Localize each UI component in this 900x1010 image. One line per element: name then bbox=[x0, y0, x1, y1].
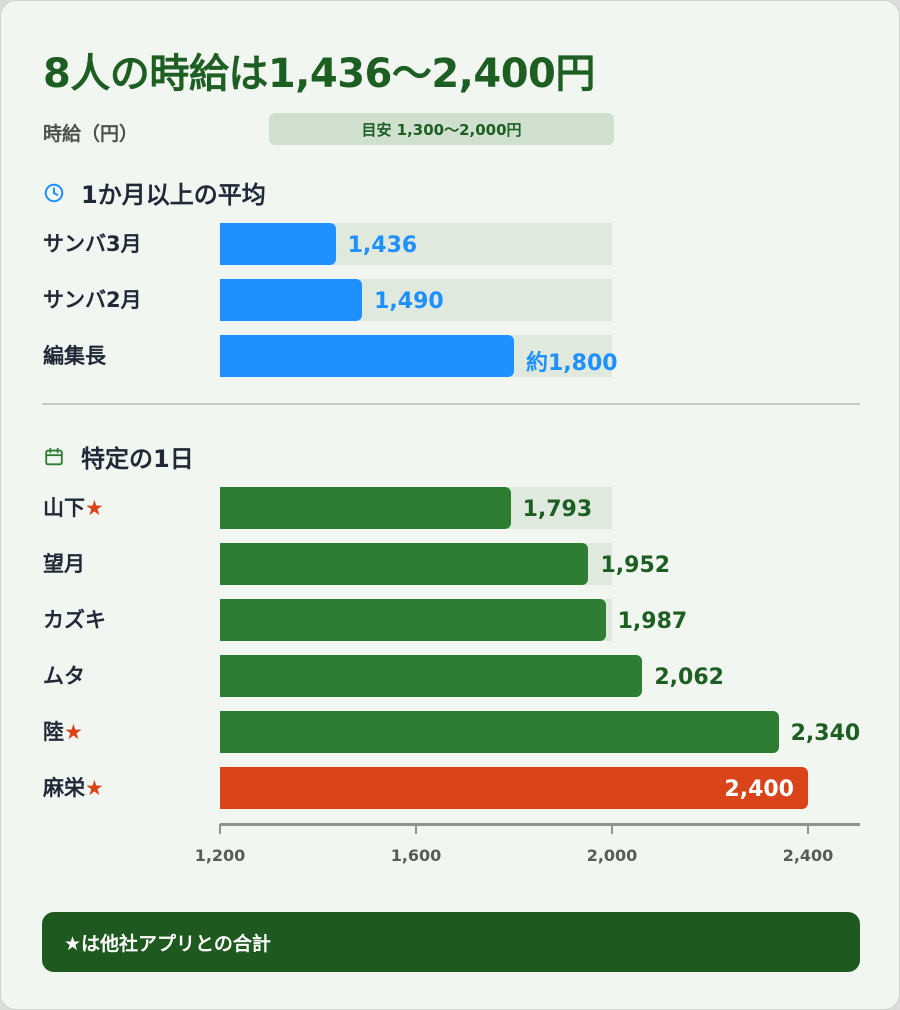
bar-label: サンバ3月 bbox=[43, 223, 142, 265]
bar-label-text: 麻栄 bbox=[43, 776, 85, 800]
axis-tick bbox=[219, 824, 221, 834]
bar bbox=[220, 711, 779, 753]
chart-title: 8人の時給は1,436〜2,400円 bbox=[43, 51, 595, 97]
bar-value-label: 1,793 bbox=[522, 497, 593, 522]
bar-label-text: 山下 bbox=[43, 496, 85, 520]
calendar-icon bbox=[45, 447, 63, 465]
bar-label: 麻栄★ bbox=[43, 767, 104, 809]
axis-tick bbox=[611, 824, 613, 834]
bar-label: カズキ bbox=[43, 599, 106, 641]
axis-tick bbox=[807, 824, 809, 834]
guide-range-label: 目安 1,300〜2,000円 bbox=[269, 113, 614, 145]
bar-value-label: 2,400 bbox=[724, 777, 794, 802]
bar bbox=[220, 335, 514, 377]
bar-value-label: 2,340 bbox=[790, 721, 861, 746]
bar-label-text: 望月 bbox=[43, 552, 85, 576]
bar-label: サンバ2月 bbox=[43, 279, 142, 321]
bar-label-text: サンバ2月 bbox=[43, 288, 142, 312]
bar-label: 陸★ bbox=[43, 711, 83, 753]
bar-label: 望月 bbox=[43, 543, 85, 585]
bar-label: 山下★ bbox=[43, 487, 104, 529]
axis-line bbox=[220, 823, 860, 826]
section-divider bbox=[42, 403, 860, 405]
bar bbox=[220, 279, 363, 321]
bar bbox=[220, 599, 606, 641]
bar-label-text: 編集長 bbox=[43, 344, 106, 368]
section-header-average: 1か月以上の平均 bbox=[43, 175, 266, 210]
bar-value-label: 約1,800 bbox=[526, 351, 618, 376]
star-icon: ★ bbox=[85, 776, 104, 800]
bar bbox=[220, 223, 336, 265]
bar-label-text: 陸 bbox=[43, 720, 64, 744]
bar-value-label: 1,952 bbox=[600, 553, 671, 578]
axis-tick-label: 1,200 bbox=[194, 846, 246, 865]
bar-value-label: 1,987 bbox=[617, 609, 688, 634]
bar-highlight bbox=[220, 767, 808, 809]
section-title-average: 1か月以上の平均 bbox=[81, 181, 266, 209]
axis-tick-label: 2,400 bbox=[782, 846, 834, 865]
bar bbox=[220, 655, 643, 697]
star-icon: ★ bbox=[85, 496, 104, 520]
bar-value-label: 1,490 bbox=[374, 289, 444, 314]
clock-icon bbox=[44, 183, 64, 202]
bar-label-text: ムタ bbox=[43, 664, 85, 688]
bar-label: ムタ bbox=[43, 655, 85, 697]
axis-tick bbox=[415, 824, 417, 834]
section-header-single-day: 特定の1日 bbox=[43, 439, 194, 474]
section-title-single-day: 特定の1日 bbox=[81, 445, 194, 473]
star-icon: ★ bbox=[64, 720, 83, 744]
bar-label-text: カズキ bbox=[43, 608, 106, 632]
footer-note: ★は他社アプリとの合計 bbox=[42, 912, 860, 972]
bar bbox=[220, 487, 511, 529]
axis-tick-label: 2,000 bbox=[586, 846, 638, 865]
bar-label: 編集長 bbox=[43, 335, 106, 377]
bar-value-label: 2,062 bbox=[654, 665, 724, 690]
bar-value-label: 1,436 bbox=[347, 233, 418, 258]
bar bbox=[220, 543, 589, 585]
bar-label-text: サンバ3月 bbox=[43, 232, 142, 256]
value-axis-label: 時給（円） bbox=[43, 123, 139, 145]
axis-tick-label: 1,600 bbox=[390, 846, 442, 865]
